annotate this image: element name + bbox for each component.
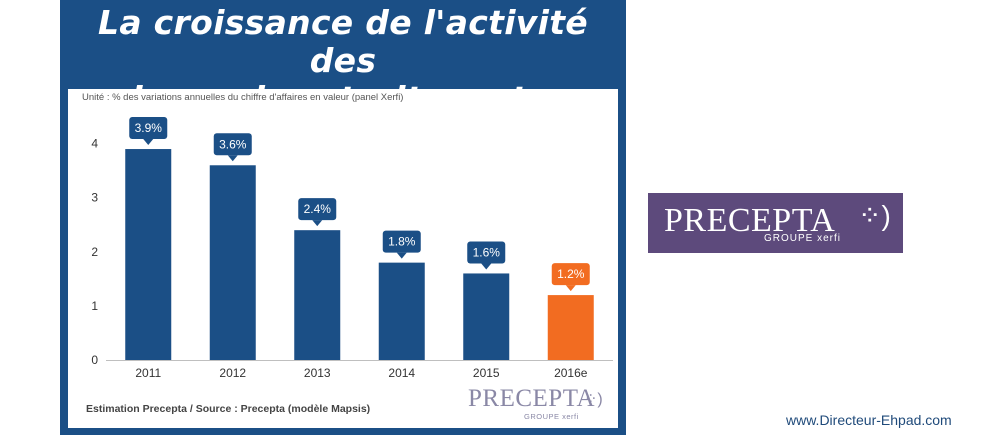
x-tick-label: 2015: [473, 366, 500, 380]
data-label: 1.2%: [557, 267, 585, 281]
unit-note: Unité : % des variations annuelles du ch…: [82, 92, 404, 103]
bar-2015: [463, 273, 510, 360]
x-tick-label: 2016e: [554, 366, 588, 380]
website-link[interactable]: www.Directeur-Ehpad.com: [786, 412, 952, 428]
title-line-1: La croissance de l'activité des: [98, 3, 588, 80]
logo-word: PRECEPTA: [664, 202, 836, 239]
data-label-pointer: [481, 263, 492, 270]
y-tick-label: 1: [91, 299, 98, 313]
precepta-logo: PRECEPTA GROUPE xerfi ⁘): [648, 193, 903, 253]
x-tick-label: 2011: [135, 366, 161, 380]
chart-card: Unité : % des variations annuelles du ch…: [68, 89, 618, 428]
bar-2014: [378, 262, 425, 360]
data-label-pointer: [143, 139, 154, 146]
logo-dots-icon: ⁘): [584, 391, 603, 408]
logo-sub: GROUPE xerfi: [764, 233, 842, 244]
bar-chart: 0 1 2 3 4 2011 3.9% 2012 3.6% 2013 2.4% 2014 1.8% 201…: [91, 117, 613, 380]
data-label-pointer: [396, 252, 407, 259]
data-label-box: [129, 117, 168, 140]
data-label-box: [551, 263, 590, 286]
data-label-box: [382, 230, 421, 253]
logo-sub: GROUPE xerfi: [524, 412, 579, 421]
bar-2016e: [547, 295, 594, 360]
bar-2013: [294, 230, 341, 360]
y-tick-label: 4: [91, 137, 98, 151]
y-tick-label: 0: [91, 353, 98, 367]
logo-dots-icon: ⁘): [858, 200, 891, 231]
data-label-box: [298, 198, 337, 221]
data-label: 2.4%: [304, 202, 332, 216]
x-tick-label: 2013: [304, 366, 331, 380]
data-label-pointer: [227, 155, 238, 162]
data-label: 3.6%: [219, 137, 247, 151]
bar-2011: [125, 149, 172, 360]
data-label: 3.9%: [135, 121, 163, 135]
data-label: 1.8%: [388, 235, 416, 249]
data-label: 1.6%: [473, 245, 501, 259]
data-label-box: [467, 241, 506, 264]
infographic-panel: La croissance de l'activité des maisons …: [60, 0, 626, 435]
y-tick-label: 2: [91, 245, 98, 259]
data-label-box: [213, 133, 252, 156]
x-tick-label: 2014: [388, 366, 415, 380]
x-tick-label: 2012: [219, 366, 246, 380]
source-note: Estimation Precepta / Source : Precepta …: [86, 403, 371, 415]
y-tick-label: 3: [91, 191, 98, 205]
logo-word: PRECEPTA: [468, 385, 596, 412]
bar-2012: [209, 165, 256, 360]
precepta-logo-small: PRECEPTA GROUPE xerfi ⁘): [468, 385, 608, 421]
data-label-pointer: [312, 220, 323, 227]
data-label-pointer: [565, 285, 576, 292]
